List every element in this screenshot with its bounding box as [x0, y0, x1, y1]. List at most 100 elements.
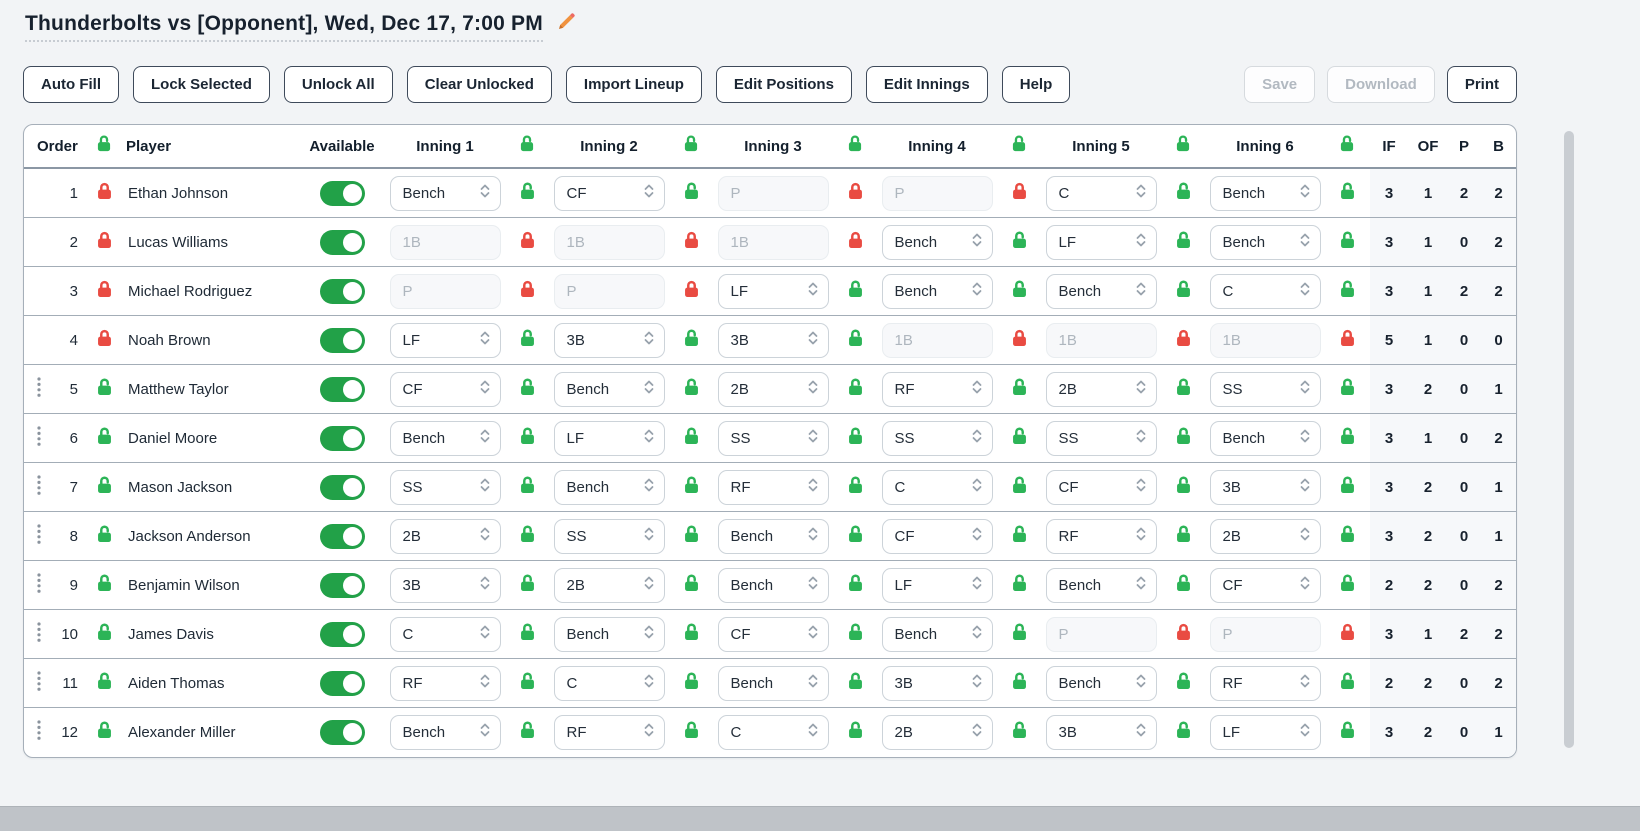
inning-3-position-select[interactable]: 3B	[717, 322, 829, 358]
inning-4-lock-toggle[interactable]	[996, 463, 1042, 511]
inning-4-lock-toggle[interactable]	[996, 267, 1042, 315]
inning-1-lock-toggle[interactable]	[504, 316, 550, 364]
inning-2-lock-toggle[interactable]	[668, 414, 714, 462]
inning-2-position-select[interactable]: LF	[553, 420, 665, 456]
inning-1-lock-toggle[interactable]	[504, 267, 550, 315]
inning-5-position-select[interactable]: 3B	[1045, 715, 1157, 750]
inning-2-lock-toggle[interactable]	[668, 316, 714, 364]
row-lock-toggle[interactable]	[82, 169, 126, 217]
inning-3-position-select[interactable]: C	[717, 715, 829, 750]
inning-1-lock-toggle[interactable]	[504, 218, 550, 266]
row-lock-toggle[interactable]	[82, 561, 126, 609]
inning-5-lock-toggle[interactable]	[1160, 316, 1206, 364]
available-toggle[interactable]	[319, 327, 365, 353]
inning-3-position-select[interactable]: Bench	[717, 567, 829, 603]
inning-4-lock-toggle[interactable]	[996, 218, 1042, 266]
inning-5-lock-toggle[interactable]	[1160, 463, 1206, 511]
inning-1-position-select[interactable]: Bench	[389, 715, 501, 750]
inning-2-lock-toggle[interactable]	[668, 512, 714, 560]
inning-1-lock-toggle[interactable]	[504, 708, 550, 757]
inning-3-lock-toggle[interactable]	[832, 169, 878, 217]
inning-2-lock-toggle[interactable]	[668, 267, 714, 315]
inning-6-position-select[interactable]: RF	[1209, 665, 1321, 701]
inning-1-lock-toggle[interactable]	[504, 561, 550, 609]
toolbar-button-edit-innings[interactable]: Edit Innings	[865, 66, 988, 103]
inning-2-lock-toggle[interactable]	[668, 708, 714, 757]
inning-2-position-select[interactable]: Bench	[553, 616, 665, 652]
inning-3-lock-toggle[interactable]	[832, 365, 878, 413]
available-toggle[interactable]	[319, 425, 365, 451]
edit-title-button[interactable]	[557, 12, 576, 36]
available-toggle[interactable]	[319, 621, 365, 647]
inning-1-position-select[interactable]: Bench	[389, 175, 501, 211]
inning-1-position-select[interactable]: RF	[389, 665, 501, 701]
inning-5-lock-toggle[interactable]	[1160, 267, 1206, 315]
inning-4-lock-toggle[interactable]	[996, 365, 1042, 413]
inning-2-lock-toggle[interactable]	[668, 610, 714, 658]
inning-2-lock-toggle[interactable]	[668, 365, 714, 413]
inning-5-position-select[interactable]: Bench	[1045, 567, 1157, 603]
inning-3-lock-toggle[interactable]	[832, 414, 878, 462]
inning-6-column-lock-toggle[interactable]	[1324, 125, 1370, 167]
drag-handle[interactable]	[24, 708, 44, 757]
inning-6-lock-toggle[interactable]	[1324, 463, 1370, 511]
inning-3-lock-toggle[interactable]	[832, 267, 878, 315]
inning-6-position-select[interactable]: C	[1209, 273, 1321, 309]
inning-1-position-select[interactable]: 3B	[389, 567, 501, 603]
inning-2-position-select[interactable]: 2B	[553, 567, 665, 603]
available-toggle[interactable]	[319, 523, 365, 549]
inning-2-position-select[interactable]: SS	[553, 518, 665, 554]
inning-5-lock-toggle[interactable]	[1160, 414, 1206, 462]
drag-handle[interactable]	[24, 659, 44, 707]
inning-5-position-select[interactable]: LF	[1045, 224, 1157, 260]
inning-3-position-select[interactable]: CF	[717, 616, 829, 652]
inning-5-lock-toggle[interactable]	[1160, 659, 1206, 707]
inning-4-position-select[interactable]: 2B	[881, 715, 993, 750]
available-toggle[interactable]	[319, 180, 365, 206]
available-toggle[interactable]	[319, 720, 365, 745]
drag-handle[interactable]	[24, 365, 44, 413]
inning-1-lock-toggle[interactable]	[504, 659, 550, 707]
row-lock-toggle[interactable]	[82, 659, 126, 707]
inning-6-lock-toggle[interactable]	[1324, 414, 1370, 462]
inning-6-position-select[interactable]: Bench	[1209, 175, 1321, 211]
toolbar-button-import-lineup[interactable]: Import Lineup	[565, 66, 702, 103]
row-lock-toggle[interactable]	[82, 218, 126, 266]
inning-4-position-select[interactable]: Bench	[881, 273, 993, 309]
inning-5-position-select[interactable]: C	[1045, 175, 1157, 211]
toolbar-button-print[interactable]: Print	[1446, 66, 1517, 103]
inning-2-lock-toggle[interactable]	[668, 561, 714, 609]
inning-1-column-lock-toggle[interactable]	[504, 125, 550, 167]
inning-2-column-lock-toggle[interactable]	[668, 125, 714, 167]
inning-4-lock-toggle[interactable]	[996, 414, 1042, 462]
inning-2-position-select[interactable]: Bench	[553, 371, 665, 407]
drag-handle[interactable]	[24, 414, 44, 462]
row-lock-toggle[interactable]	[82, 512, 126, 560]
inning-5-position-select[interactable]: 2B	[1045, 371, 1157, 407]
inning-3-column-lock-toggle[interactable]	[832, 125, 878, 167]
inning-5-position-select[interactable]: CF	[1045, 469, 1157, 505]
inning-4-lock-toggle[interactable]	[996, 169, 1042, 217]
inning-3-position-select[interactable]: Bench	[717, 518, 829, 554]
available-toggle[interactable]	[319, 376, 365, 402]
inning-1-position-select[interactable]: LF	[389, 322, 501, 358]
inning-5-lock-toggle[interactable]	[1160, 218, 1206, 266]
inning-4-position-select[interactable]: LF	[881, 567, 993, 603]
inning-1-lock-toggle[interactable]	[504, 610, 550, 658]
inning-6-position-select[interactable]: Bench	[1209, 420, 1321, 456]
inning-6-position-select[interactable]: LF	[1209, 715, 1321, 750]
inning-3-lock-toggle[interactable]	[832, 218, 878, 266]
inning-3-lock-toggle[interactable]	[832, 708, 878, 757]
inning-6-position-select[interactable]: 2B	[1209, 518, 1321, 554]
inning-1-lock-toggle[interactable]	[504, 414, 550, 462]
inning-6-lock-toggle[interactable]	[1324, 169, 1370, 217]
row-lock-toggle[interactable]	[82, 610, 126, 658]
inning-5-column-lock-toggle[interactable]	[1160, 125, 1206, 167]
inning-5-lock-toggle[interactable]	[1160, 708, 1206, 757]
inning-6-lock-toggle[interactable]	[1324, 218, 1370, 266]
inning-2-lock-toggle[interactable]	[668, 218, 714, 266]
available-toggle[interactable]	[319, 278, 365, 304]
inning-6-lock-toggle[interactable]	[1324, 365, 1370, 413]
horizontal-scrollbar[interactable]	[0, 806, 1640, 831]
inning-6-lock-toggle[interactable]	[1324, 561, 1370, 609]
